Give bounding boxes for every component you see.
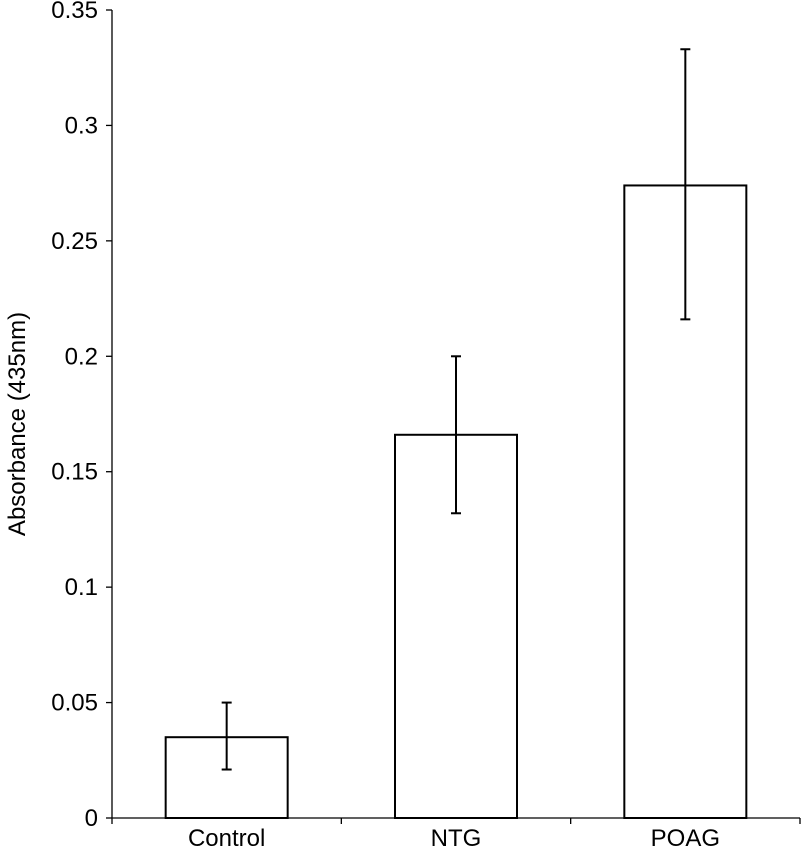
x-tick-label: NTG <box>431 825 482 850</box>
y-axis-title: Absorbance (435nm) <box>4 312 31 536</box>
y-tick-label: 0.1 <box>65 574 98 601</box>
error-bars <box>221 48 691 771</box>
y-tick-label: 0.3 <box>65 112 98 139</box>
y-tick-label: 0.15 <box>51 459 98 486</box>
y-tick-label: 0.2 <box>65 343 98 370</box>
y-tick-label: 0.05 <box>51 690 98 717</box>
y-tick-label: 0.25 <box>51 228 98 255</box>
y-tick-label: 0 <box>85 805 98 832</box>
bars <box>164 184 748 820</box>
x-tick-label: Control <box>188 825 265 850</box>
x-tick-label: POAG <box>651 825 720 850</box>
y-axis: 0 0.05 0.1 0.15 0.2 0.25 0.3 0.35 <box>51 0 113 832</box>
x-axis: Control NTG POAG <box>111 817 801 850</box>
y-tick-label: 0.35 <box>51 0 98 24</box>
